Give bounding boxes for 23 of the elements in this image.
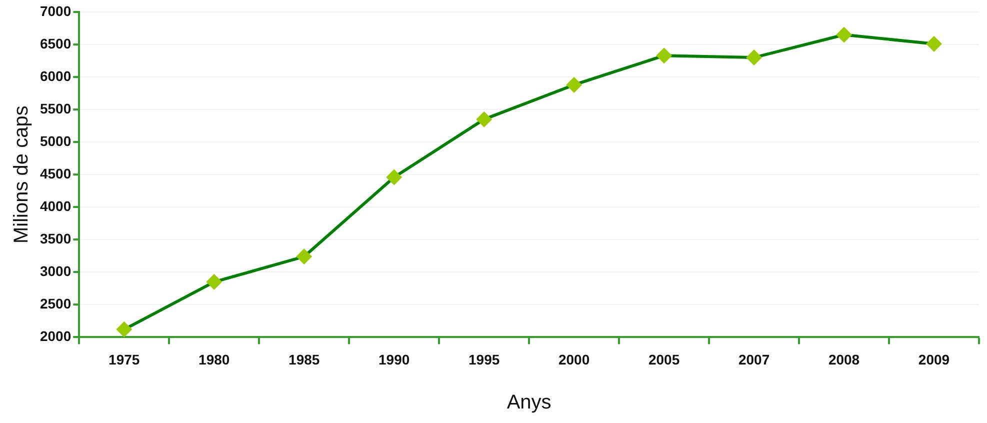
y-tick-label: 6000 xyxy=(40,68,72,84)
x-tick-label: 1980 xyxy=(198,351,230,368)
y-tick-label: 2000 xyxy=(40,328,72,344)
y-tick-label: 2500 xyxy=(40,296,72,312)
x-tick-label: 1995 xyxy=(468,351,500,368)
y-axis-title: Milions de caps xyxy=(10,106,33,244)
y-tick-label: 6500 xyxy=(40,35,72,52)
y-tick-label: 7000 xyxy=(40,2,72,19)
x-axis-title: Anys xyxy=(506,392,552,414)
x-tick-label: 1990 xyxy=(378,351,410,368)
y-tick-label: 3500 xyxy=(40,230,72,246)
y-tick-label: 5500 xyxy=(40,100,72,116)
x-tick-label: 2009 xyxy=(918,351,950,368)
x-tick-label: 1985 xyxy=(288,351,320,368)
x-tick-label: 2000 xyxy=(558,351,590,368)
x-tick-label: 2007 xyxy=(738,351,770,368)
y-tick-label: 5000 xyxy=(40,132,72,149)
x-tick-label: 1975 xyxy=(108,351,140,368)
y-tick-label: 4500 xyxy=(40,165,72,182)
x-tick-label: 2005 xyxy=(648,351,680,368)
y-tick-label: 4000 xyxy=(40,198,72,214)
x-tick-label: 2008 xyxy=(828,351,860,368)
y-tick-label: 3000 xyxy=(40,263,72,280)
